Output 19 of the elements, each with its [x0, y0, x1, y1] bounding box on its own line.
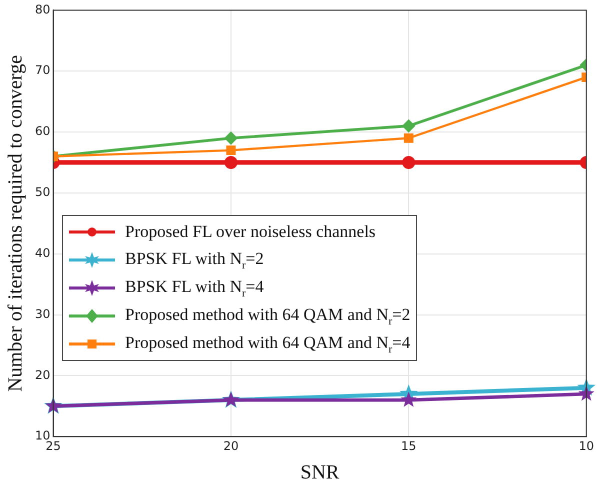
y-tick-label: 50 — [34, 185, 50, 200]
y-tick-label: 70 — [34, 63, 50, 78]
point — [400, 392, 417, 407]
legend-label: Proposed method with 64 QAM and N$_{r}$=4 — [125, 332, 410, 356]
x-tick-label: 20 — [223, 438, 239, 453]
x-tick-label: 25 — [46, 438, 61, 453]
legend-label: Proposed method with 64 QAM and N$_{r}$=2 — [125, 304, 410, 328]
y-tick-label: 20 — [34, 368, 50, 382]
y-tick-label: 80 — [34, 2, 50, 16]
y-tick-label: 40 — [34, 246, 50, 260]
x-tick-label: 15 — [401, 438, 416, 453]
x-axis-title: SNR — [300, 461, 340, 484]
y-tick-label: 60 — [34, 124, 50, 138]
legend-label: BPSK FL with N$_{r}$=2 — [125, 248, 264, 272]
legend-label: BPSK FL with N$_{r}$=4 — [125, 276, 264, 300]
y-axis-title: Number of iterations required to converge — [4, 54, 26, 392]
y-tick-label: 30 — [34, 306, 50, 321]
x-tick-label: 10 — [578, 438, 594, 453]
legend-label: Proposed FL over noiseless channels — [125, 222, 376, 242]
